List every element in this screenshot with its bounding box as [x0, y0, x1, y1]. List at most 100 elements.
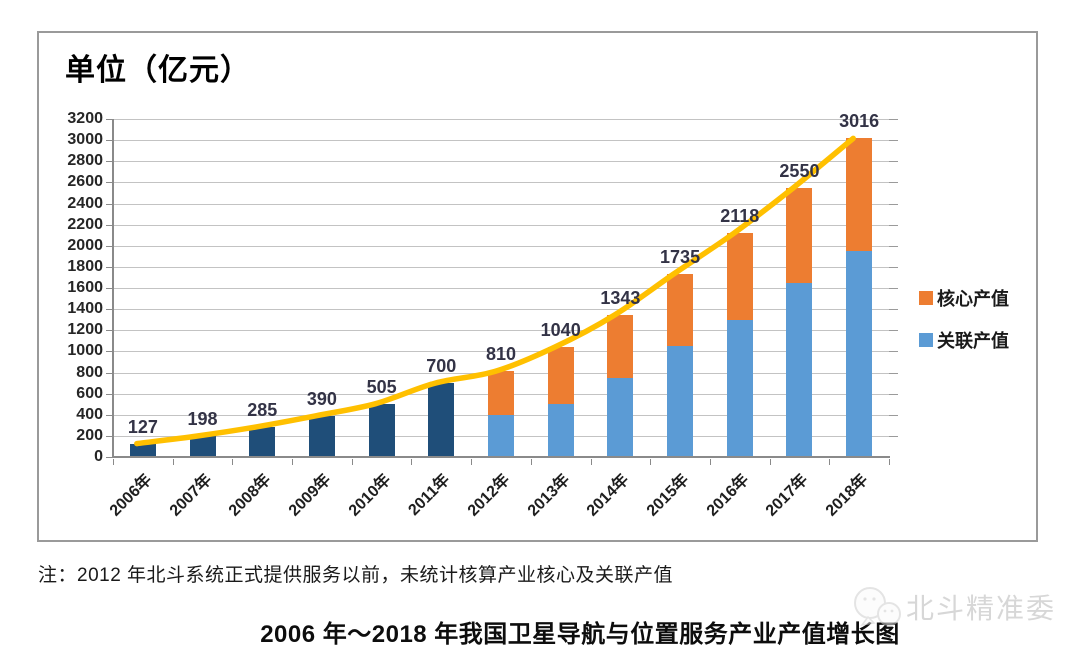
chart-legend: 核心产值 关联产值	[919, 285, 1009, 369]
footnote: 注：2012 年北斗系统正式提供服务以前，未统计核算产业核心及关联产值	[38, 565, 674, 586]
chart-frame: 单位（亿元） 127 198 285 390 505 700 810 1040 1343 1735…	[37, 31, 1038, 542]
left-tick	[106, 372, 112, 374]
bar-segment-2012年	[488, 414, 514, 457]
bar-segment-2007年	[189, 436, 216, 457]
bar-value-label: 700	[426, 356, 457, 377]
right-tick	[889, 351, 898, 353]
right-tick	[889, 224, 898, 226]
right-tick	[889, 266, 898, 268]
y-tick-label: 2200	[67, 215, 103, 233]
bar-value-label: 505	[366, 376, 397, 397]
right-tick	[889, 182, 898, 184]
chart-caption: 2006 年～2018 年我国卫星导航与位置服务产业产值增长图	[260, 621, 900, 648]
y-tick-label: 2000	[67, 236, 103, 254]
bar-segment-2018年	[846, 251, 873, 457]
x-tick	[172, 459, 174, 465]
bar-segment-2008年	[249, 426, 276, 457]
y-tick-label: 2600	[67, 173, 103, 191]
bar-segment-2015年	[667, 273, 694, 347]
y-tick-label: 1200	[67, 321, 103, 339]
right-tick	[889, 372, 898, 374]
right-tick	[889, 435, 898, 437]
gridline	[113, 330, 889, 332]
left-tick	[106, 309, 112, 311]
gridline	[113, 140, 889, 142]
y-axis-line	[112, 119, 114, 457]
right-tick	[889, 140, 898, 142]
x-tick	[709, 459, 711, 465]
left-tick	[106, 203, 112, 205]
legend-label-core: 核心产值	[937, 289, 1009, 309]
y-tick-label: 600	[76, 384, 103, 402]
bar-value-label: 390	[306, 388, 337, 409]
y-tick-label: 400	[76, 405, 103, 423]
bar-segment-2009年	[308, 415, 335, 457]
bar-segment-2014年	[607, 377, 634, 457]
gridline	[113, 182, 889, 184]
x-tick	[769, 459, 771, 465]
bar-segment-2011年	[428, 383, 455, 457]
right-tick	[889, 119, 898, 120]
gridline	[113, 309, 889, 311]
watermark: 北斗精准委	[848, 585, 1056, 629]
bar-value-label: 198	[187, 409, 218, 430]
left-tick	[106, 435, 112, 437]
bar-segment-2016年	[726, 319, 753, 457]
right-tick	[889, 203, 898, 205]
y-tick-label: 3200	[67, 110, 103, 127]
y-tick-label: 0	[94, 448, 103, 465]
bar-value-label: 810	[485, 344, 517, 365]
x-tick	[113, 459, 114, 465]
left-tick	[106, 457, 112, 458]
bar-segment-2012年	[488, 371, 514, 415]
left-tick	[106, 288, 112, 289]
bar-segment-2010年	[368, 403, 395, 457]
gridline	[113, 224, 889, 226]
left-tick	[106, 330, 112, 332]
left-tick	[106, 161, 112, 163]
plot-area: 127 198 285 390 505 700 810 1040 1343 1735 2118 255…	[106, 111, 898, 465]
x-tick	[829, 459, 831, 465]
right-tick	[889, 161, 898, 163]
left-tick	[106, 224, 112, 226]
bar-value-label: 2118	[720, 206, 760, 227]
bar-segment-2018年	[846, 138, 873, 252]
right-tick	[889, 245, 898, 247]
x-tick	[889, 459, 890, 465]
x-tick	[292, 459, 294, 465]
left-tick	[106, 266, 112, 268]
gridline	[113, 288, 889, 289]
gridline	[113, 266, 889, 268]
y-tick-label: 1400	[67, 300, 103, 318]
bar-segment-2013年	[547, 404, 574, 457]
x-tick	[351, 459, 353, 465]
left-tick	[106, 182, 112, 184]
right-tick	[889, 288, 898, 289]
bar-segment-2017年	[786, 282, 813, 457]
bar-segment-2017年	[786, 187, 813, 283]
x-tick	[411, 459, 413, 465]
y-tick-label: 1800	[67, 257, 103, 275]
gridline	[113, 203, 889, 205]
bar-segment-2014年	[607, 315, 634, 378]
watermark-label: 北斗精准委	[906, 593, 1057, 624]
bar-value-label: 1343	[600, 288, 641, 309]
bar-value-label: 127	[127, 416, 158, 437]
legend-label-related: 关联产值	[937, 331, 1009, 351]
bar-value-label: 1040	[540, 320, 581, 341]
y-tick-label: 1600	[67, 279, 103, 296]
y-tick-label: 200	[76, 426, 103, 444]
legend-item-core: 核心产值	[919, 285, 1009, 311]
right-tick	[889, 309, 898, 311]
x-tick	[232, 459, 234, 465]
left-tick	[106, 140, 112, 142]
x-axis-line	[112, 456, 890, 458]
y-tick-label: 1000	[67, 342, 103, 360]
y-tick-label: 3000	[67, 131, 103, 149]
bar-value-label: 1735	[660, 246, 701, 267]
caption-row: 2006 年～2018 年我国卫星导航与位置服务产业产值增长图	[80, 614, 1080, 649]
y-tick-label: 800	[76, 363, 103, 381]
gridline	[113, 119, 889, 120]
bar-value-label: 285	[247, 399, 278, 420]
wechat-bubbles-logo-icon	[854, 587, 901, 627]
